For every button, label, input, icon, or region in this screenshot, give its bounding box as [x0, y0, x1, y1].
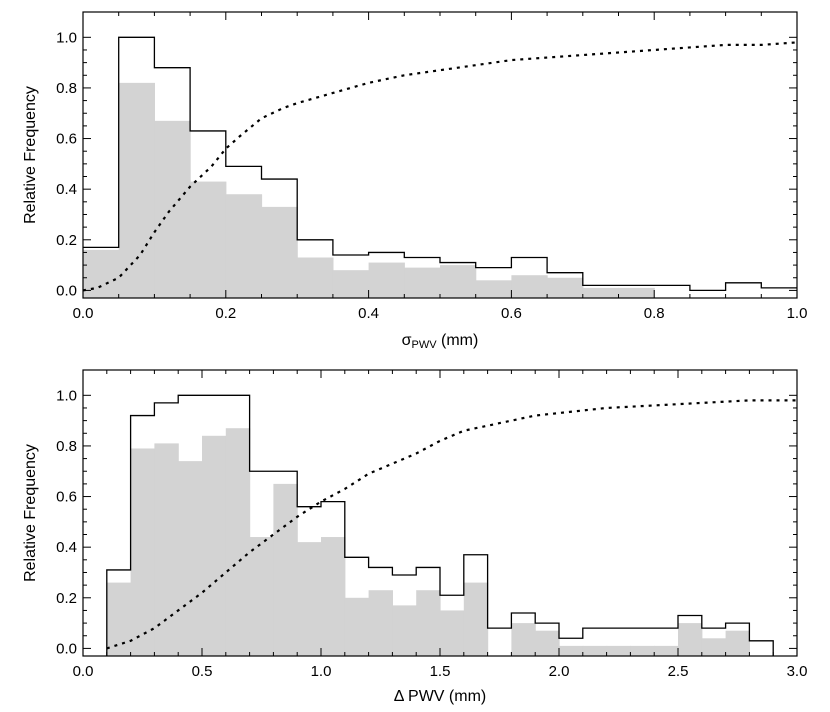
filled-bar [249, 537, 274, 656]
x-tick-label: 1.0 [787, 305, 808, 322]
x-axis-label: σPWV (mm) [402, 332, 479, 351]
x-axis-label-main: Δ PWV [394, 688, 445, 705]
filled-bar [130, 448, 155, 656]
x-axis-label-unit: (mm) [437, 332, 479, 349]
filled-bar [321, 537, 346, 656]
cumulative-curve [82, 41, 798, 292]
filled-bar [297, 542, 322, 656]
chart-panel-2: 0.0 0.5 1.0 1.5 2.0 2.5 3.0 0.0 0.2 0.4 0.6 0.8 1.0 R… [22, 369, 808, 705]
y-tick-label: 0.4 [56, 539, 77, 556]
x-tick-label: 3.0 [787, 663, 808, 680]
y-axis-label: Relative Frequency [22, 444, 39, 582]
filled-bar [440, 265, 477, 298]
y-tick-label: 0.2 [56, 232, 77, 249]
filled-bar [463, 582, 489, 656]
filled-bar [118, 82, 155, 299]
filled-bar [225, 428, 251, 656]
y-tick-label: 0.6 [56, 489, 77, 506]
filled-bar [678, 623, 703, 656]
filled-bar [273, 483, 298, 656]
filled-bar [261, 206, 298, 298]
x-tick-label: 2.0 [549, 663, 570, 680]
filled-bar [511, 275, 548, 298]
outline-histogram [106, 394, 774, 656]
x-tick-label: 0.4 [358, 305, 379, 322]
filled-bar [535, 630, 560, 656]
filled-bar [416, 590, 441, 656]
x-tick-label: 1.5 [430, 663, 451, 680]
filled-bar [630, 645, 655, 656]
filled-bar [606, 645, 631, 656]
filled-bar [190, 181, 227, 298]
x-axis-label: Δ PWV (mm) [394, 688, 486, 705]
x-tick-label: 0.5 [192, 663, 213, 680]
y-tick-label: 1.0 [56, 387, 77, 404]
x-tick-label: 0.0 [73, 663, 94, 680]
filled-bar [725, 630, 750, 656]
x-axis-label-subscript: PWV [412, 339, 438, 351]
filled-bar [225, 194, 263, 298]
y-tick-label: 0.2 [56, 590, 77, 607]
x-tick-label: 0.8 [644, 305, 665, 322]
x-tick-label: 2.5 [668, 663, 689, 680]
filled-bar [701, 638, 727, 656]
filled-bar [511, 623, 536, 656]
filled-bar [368, 590, 393, 656]
filled-bar [582, 287, 620, 298]
y-tick-label: 1.0 [56, 29, 77, 46]
filled-bar [297, 257, 334, 298]
x-tick-label: 0.0 [73, 305, 94, 322]
filled-bar [392, 605, 417, 656]
filled-bar [404, 267, 441, 298]
x-tick-label: 1.0 [311, 663, 332, 680]
y-tick-label: 0.8 [56, 438, 77, 455]
filled-bar [368, 262, 405, 298]
filled-bar [154, 120, 191, 299]
y-tick-label: 0.8 [56, 80, 77, 97]
filled-bar [440, 610, 465, 656]
filled-bar [654, 645, 679, 656]
filled-bar [559, 645, 584, 656]
y-tick-label: 0.0 [56, 640, 77, 657]
y-axis-label: Relative Frequency [22, 86, 39, 224]
x-axis-label-main: σ [402, 332, 412, 349]
filled-bar [202, 435, 227, 656]
filled-bar [332, 270, 370, 298]
filled-bar [547, 277, 584, 298]
filled-bar [178, 461, 203, 656]
filled-bar [154, 443, 179, 656]
outline-histogram [83, 36, 797, 292]
x-tick-label: 0.2 [215, 305, 236, 322]
x-axis-label-unit: (mm) [444, 688, 486, 705]
y-tick-label: 0.6 [56, 131, 77, 148]
x-tick-label: 0.6 [501, 305, 522, 322]
filled-bar [618, 287, 655, 298]
filled-bar [344, 597, 370, 656]
filled-bar [582, 645, 608, 656]
y-tick-label: 0.0 [56, 282, 77, 299]
filled-bar [106, 582, 132, 656]
filled-bar [475, 280, 512, 298]
y-tick-label: 0.4 [56, 181, 77, 198]
chart-panel-1: 0.0 0.2 0.4 0.6 0.8 1.0 0.0 0.2 0.4 0.6 0.8 1.0 Rela… [22, 11, 808, 351]
